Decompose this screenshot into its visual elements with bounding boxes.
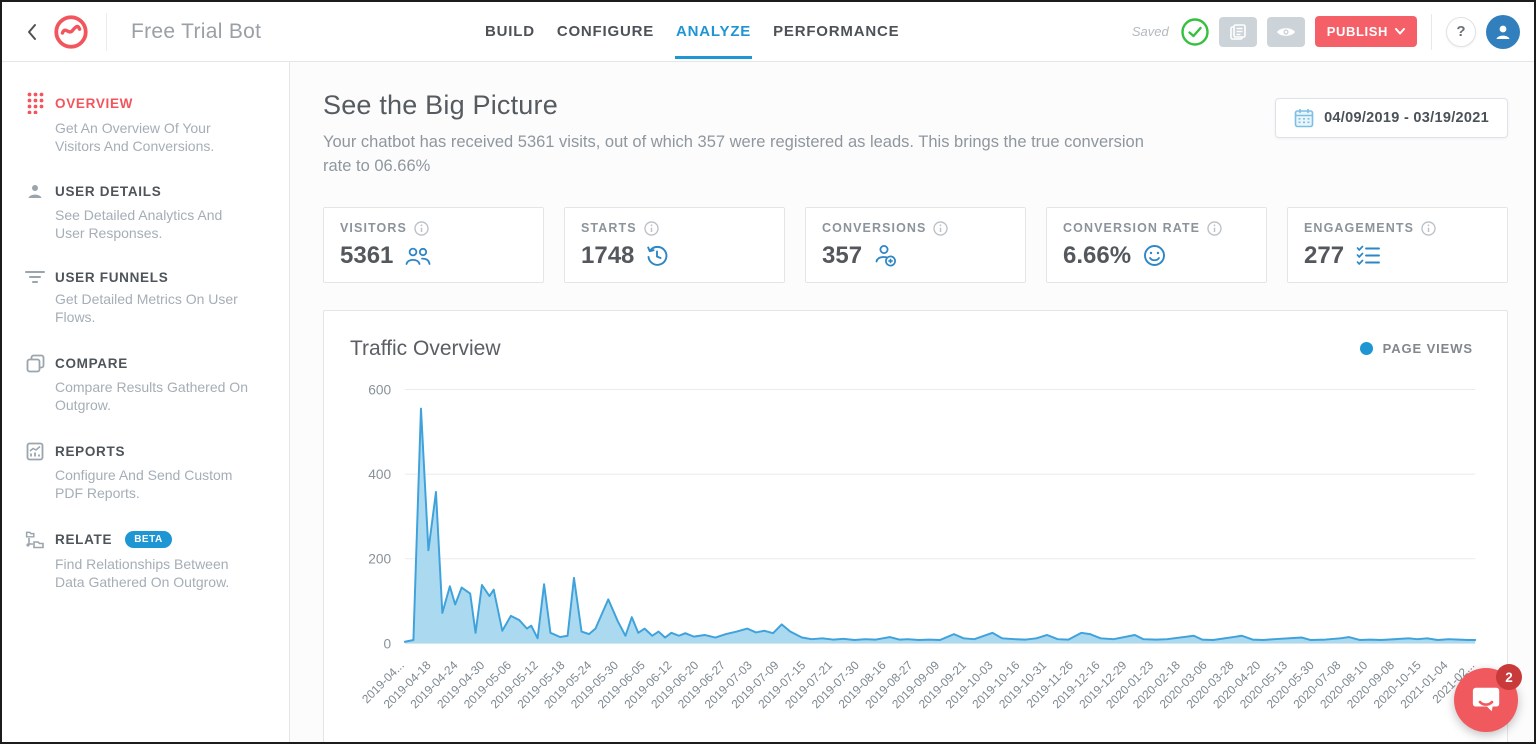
page-subtitle: Your chatbot has received 5361 visits, o…	[323, 133, 1144, 175]
stats-row: VISITORS 5361	[323, 206, 1508, 283]
sidebar-item-label: REPORTS	[55, 443, 126, 459]
sidebar-item-relate[interactable]: RELATE BETA Find Relationships Between D…	[24, 530, 269, 592]
area-fill	[404, 408, 1476, 644]
stat-value: 6.66%	[1063, 241, 1132, 269]
stat-label: CONVERSIONS	[822, 221, 927, 236]
sidebar-item-overview[interactable]: OVERVIEW Get An Overview Of Your Visitor…	[24, 92, 269, 156]
smiley-icon	[1144, 245, 1166, 267]
outgrow-logo-icon	[54, 14, 88, 49]
bot-name: Free Trial Bot	[131, 19, 262, 43]
sidebar-item-reports[interactable]: REPORTS Configure And Send Custom PDF Re…	[24, 442, 269, 503]
help-button[interactable]: ?	[1446, 16, 1476, 47]
sidebar-item-desc: See Detailed Analytics And User Response…	[55, 206, 223, 242]
date-range-picker[interactable]: 04/09/2019 - 03/19/2021	[1275, 98, 1508, 138]
tab-build[interactable]: BUILD	[485, 22, 535, 40]
saved-check-icon	[1181, 17, 1209, 46]
stat-value: 357	[822, 241, 863, 269]
stat-label: CONVERSION RATE	[1063, 221, 1201, 236]
sidebar-item-desc: Configure And Send Custom PDF Reports.	[55, 466, 233, 502]
person-icon	[24, 183, 46, 201]
stat-card-engagements: ENGAGEMENTS 277	[1287, 206, 1508, 283]
sidebar-item-desc: Compare Results Gathered On Outgrow.	[55, 378, 248, 414]
y-tick-label: 0	[384, 636, 392, 651]
info-icon[interactable]	[643, 221, 659, 236]
sidebar-item-label: USER DETAILS	[55, 184, 162, 200]
beta-badge: BETA	[125, 531, 172, 549]
stat-card-conversion-rate: CONVERSION RATE 6.66%	[1046, 206, 1267, 283]
info-icon[interactable]	[1421, 221, 1436, 236]
eye-icon	[1276, 27, 1295, 36]
main-nav: BUILD CONFIGURE ANALYZE PERFORMANCE	[484, 2, 900, 62]
y-tick-label: 600	[368, 382, 391, 397]
tab-performance[interactable]: PERFORMANCE	[773, 22, 900, 40]
sidebar-item-desc: Get An Overview Of Your Visitors And Con…	[55, 120, 215, 155]
calendar-icon	[1294, 108, 1314, 128]
chat-unread-badge: 2	[1496, 664, 1522, 690]
sidebar-item-label: RELATE	[55, 532, 113, 548]
info-icon[interactable]	[414, 221, 429, 236]
analytics-sidebar: OVERVIEW Get An Overview Of Your Visitor…	[2, 62, 290, 742]
stat-card-starts: STARTS 1748	[564, 206, 785, 283]
dots-grid-icon	[24, 92, 46, 114]
legend-dot-icon	[1359, 342, 1373, 356]
y-tick-label: 200	[368, 552, 391, 567]
traffic-overview-card: Traffic Overview PAGE VIEWS 0 200 400 600 20…	[323, 309, 1508, 742]
info-icon[interactable]	[933, 221, 949, 236]
sidebar-item-label: OVERVIEW	[55, 95, 134, 111]
sidebar-item-compare[interactable]: COMPARE Compare Results Gathered On Outg…	[24, 354, 269, 415]
history-clock-icon	[647, 245, 668, 266]
person-add-icon	[875, 245, 896, 267]
stat-card-conversions: CONVERSIONS 357	[805, 206, 1026, 283]
user-avatar[interactable]	[1486, 14, 1520, 49]
sidebar-item-desc: Get Detailed Metrics On User Flows.	[55, 290, 238, 326]
chart-title: Traffic Overview	[350, 336, 501, 360]
header-actions: Saved	[1131, 13, 1520, 50]
people-icon	[405, 247, 431, 265]
notes-button[interactable]	[1218, 16, 1257, 47]
back-button[interactable]	[20, 20, 44, 44]
publish-button[interactable]: PUBLISH	[1314, 16, 1417, 47]
stat-value: 5361	[340, 241, 394, 269]
stat-value: 277	[1304, 241, 1345, 269]
stat-value: 1748	[581, 241, 635, 269]
sidebar-item-desc: Find Relationships Between Data Gathered…	[55, 555, 230, 591]
chart-legend: PAGE VIEWS	[1359, 341, 1473, 357]
publish-label: PUBLISH	[1326, 24, 1388, 39]
person-icon	[1496, 25, 1510, 39]
saved-status-label: Saved	[1131, 24, 1169, 39]
compare-pages-icon	[24, 354, 46, 373]
sidebar-item-user-funnels[interactable]: USER FUNNELS Get Detailed Metrics On Use…	[24, 270, 269, 327]
stat-label: STARTS	[581, 221, 637, 236]
report-chart-icon	[24, 442, 46, 461]
header-divider	[1431, 13, 1432, 50]
main-content: See the Big Picture Your chatbot has rec…	[290, 62, 1534, 742]
sidebar-item-label: USER FUNNELS	[55, 269, 169, 285]
funnel-lines-icon	[24, 270, 46, 284]
chevron-down-icon	[1395, 28, 1405, 35]
date-range-value: 04/09/2019 - 03/19/2021	[1324, 110, 1489, 126]
chat-launcher-button[interactable]: 2	[1454, 664, 1522, 732]
sidebar-item-label: COMPARE	[55, 355, 128, 371]
sidebar-item-user-details[interactable]: USER DETAILS See Detailed Analytics And …	[24, 183, 269, 243]
y-tick-label: 400	[368, 467, 391, 482]
stat-card-visitors: VISITORS 5361	[323, 206, 544, 283]
preview-button[interactable]	[1266, 16, 1305, 47]
tab-configure[interactable]: CONFIGURE	[556, 22, 655, 40]
stat-label: VISITORS	[340, 221, 407, 236]
header-divider	[106, 12, 107, 51]
relate-flow-icon	[24, 530, 46, 550]
chevron-left-icon	[28, 23, 36, 40]
traffic-area-chart[interactable]: 02004006002019-04...2019-04-182019-04-24…	[350, 367, 1487, 728]
page-title: See the Big Picture	[323, 90, 558, 120]
checklist-icon	[1356, 245, 1380, 266]
area-line	[403, 407, 1477, 643]
top-header: Free Trial Bot BUILD CONFIGURE ANALYZE P…	[2, 2, 1534, 62]
stat-label: ENGAGEMENTS	[1304, 221, 1415, 236]
chat-bubble-icon	[1472, 687, 1500, 712]
tab-analyze[interactable]: ANALYZE	[675, 2, 753, 59]
legend-label: PAGE VIEWS	[1382, 341, 1473, 357]
info-icon[interactable]	[1207, 221, 1222, 236]
notes-icon	[1229, 23, 1246, 40]
